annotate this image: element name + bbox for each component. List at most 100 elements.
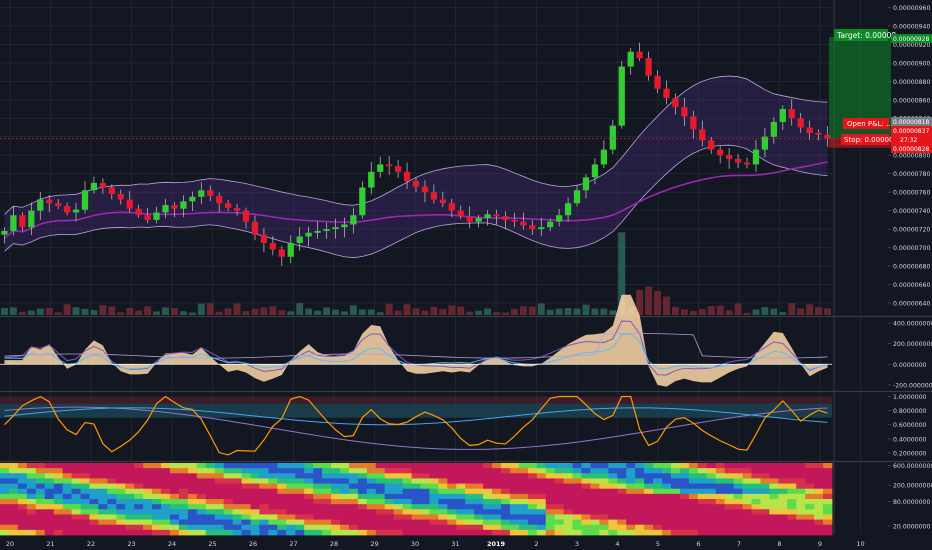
heatmap-cell [778, 468, 788, 474]
heatmap-cell [339, 514, 350, 520]
heatmap-cell [241, 509, 251, 515]
oscillator-2-panel[interactable] [0, 395, 832, 456]
target-label-group[interactable]: Target: 0.00008 [834, 29, 896, 41]
heatmap-cell [823, 488, 833, 495]
candle-body [126, 199, 133, 209]
candle-body [28, 210, 35, 228]
price-tick-label: 0.00000880 [893, 79, 930, 86]
heatmap-cell [304, 478, 314, 484]
heatmap-cell [662, 478, 672, 484]
heatmap-cell [286, 529, 296, 536]
heatmap-cell [322, 493, 332, 500]
heatmap-cell [277, 473, 287, 479]
heatmap-cell [178, 493, 189, 500]
heatmap-cell [35, 524, 46, 531]
heatmap-cell [608, 509, 618, 515]
heatmap-cell [268, 463, 278, 469]
heatmap-cell [608, 524, 618, 531]
heatmap-cell [599, 473, 609, 479]
heatmap-cell [662, 509, 672, 515]
heatmap-cell [268, 524, 278, 531]
volume-bar [367, 309, 375, 315]
heatmap-cell [0, 529, 10, 536]
volume-bar [349, 305, 357, 315]
heatmap-cell [742, 509, 752, 515]
heatmap-cell [670, 483, 681, 490]
heatmap-tick-label: 80.0000000 [893, 499, 930, 506]
heatmap-cell [17, 519, 28, 526]
heatmap-cell [134, 514, 144, 520]
heatmap-cell [823, 463, 833, 469]
heatmap-cell [572, 473, 582, 479]
heatmap-cell [322, 529, 332, 536]
heatmap-cell [653, 519, 663, 526]
heatmap-cell [384, 473, 395, 479]
heatmap-cell [536, 478, 547, 484]
heatmap-cell [527, 524, 538, 531]
heatmap-cell [205, 483, 216, 490]
heatmap-cell [706, 463, 717, 469]
candle-body [725, 155, 733, 159]
heatmap-cell [17, 468, 28, 474]
heatmap-cell [187, 463, 198, 469]
heatmap-cell [116, 468, 126, 474]
oscillator-1-panel[interactable] [0, 294, 832, 387]
heatmap-cell [823, 509, 833, 515]
heatmap-cell [554, 519, 565, 526]
target-price-tag: 0.00000928 [891, 34, 932, 43]
heatmap-cell [581, 463, 591, 469]
heatmap-panel[interactable] [0, 463, 833, 536]
heatmap-cell [295, 463, 305, 469]
heatmap-cell [697, 509, 708, 515]
heatmap-cell [116, 529, 126, 536]
heatmap-cell [71, 514, 81, 520]
pnl-label-group[interactable]: Open P&L: ... [843, 118, 893, 129]
heatmap-cell [26, 488, 37, 495]
heatmap-cell [0, 468, 10, 474]
heatmap-cell [483, 524, 493, 531]
heatmap-cell [26, 499, 37, 505]
heatmap-cell [733, 509, 743, 515]
candle-body [824, 134, 831, 139]
heatmap-cell [760, 504, 770, 510]
heatmap-cell [393, 493, 403, 500]
heatmap-cell [635, 468, 645, 474]
price-panel[interactable] [0, 36, 891, 315]
heatmap-cell [98, 524, 108, 531]
heatmap-cell [724, 504, 734, 510]
heatmap-cell [509, 514, 520, 520]
heatmap-cell [697, 519, 708, 526]
heatmap-cell [438, 488, 448, 495]
heatmap-cell [429, 529, 439, 536]
price-tick-label: 0.00000740 [893, 208, 930, 215]
heatmap-cell [98, 483, 108, 490]
heatmap-cell [89, 499, 99, 505]
heatmap-cell [581, 473, 591, 479]
heatmap-cell [53, 499, 64, 505]
heatmap-cell [456, 478, 466, 484]
volume-bar [90, 310, 98, 315]
heatmap-cell [80, 468, 90, 474]
oscillator-2-zone [0, 403, 832, 418]
heatmap-cell [393, 519, 403, 526]
heatmap-cell [339, 529, 350, 536]
heatmap-cell [662, 519, 672, 526]
heatmap-cell [688, 493, 699, 500]
volume-bar [126, 308, 134, 315]
heatmap-tick-label: 600.0000000 [893, 463, 932, 470]
heatmap-cell [751, 478, 761, 484]
heatmap-cell [688, 488, 699, 495]
heatmap-cell [0, 499, 10, 505]
heatmap-cell [518, 499, 529, 505]
heatmap-cell [751, 493, 761, 500]
stop-label-group[interactable]: Stop: 0.00000 [841, 134, 893, 145]
heatmap-cell [44, 509, 55, 515]
time-tick-label: 26 [249, 540, 257, 548]
heatmap-cell [465, 509, 475, 515]
heatmap-cell [626, 529, 636, 536]
pnl-label-box [843, 118, 889, 129]
heatmap-cell [554, 504, 565, 510]
heatmap-cell [617, 529, 627, 536]
heatmap-cell [697, 478, 708, 484]
heatmap-cell [492, 468, 502, 474]
